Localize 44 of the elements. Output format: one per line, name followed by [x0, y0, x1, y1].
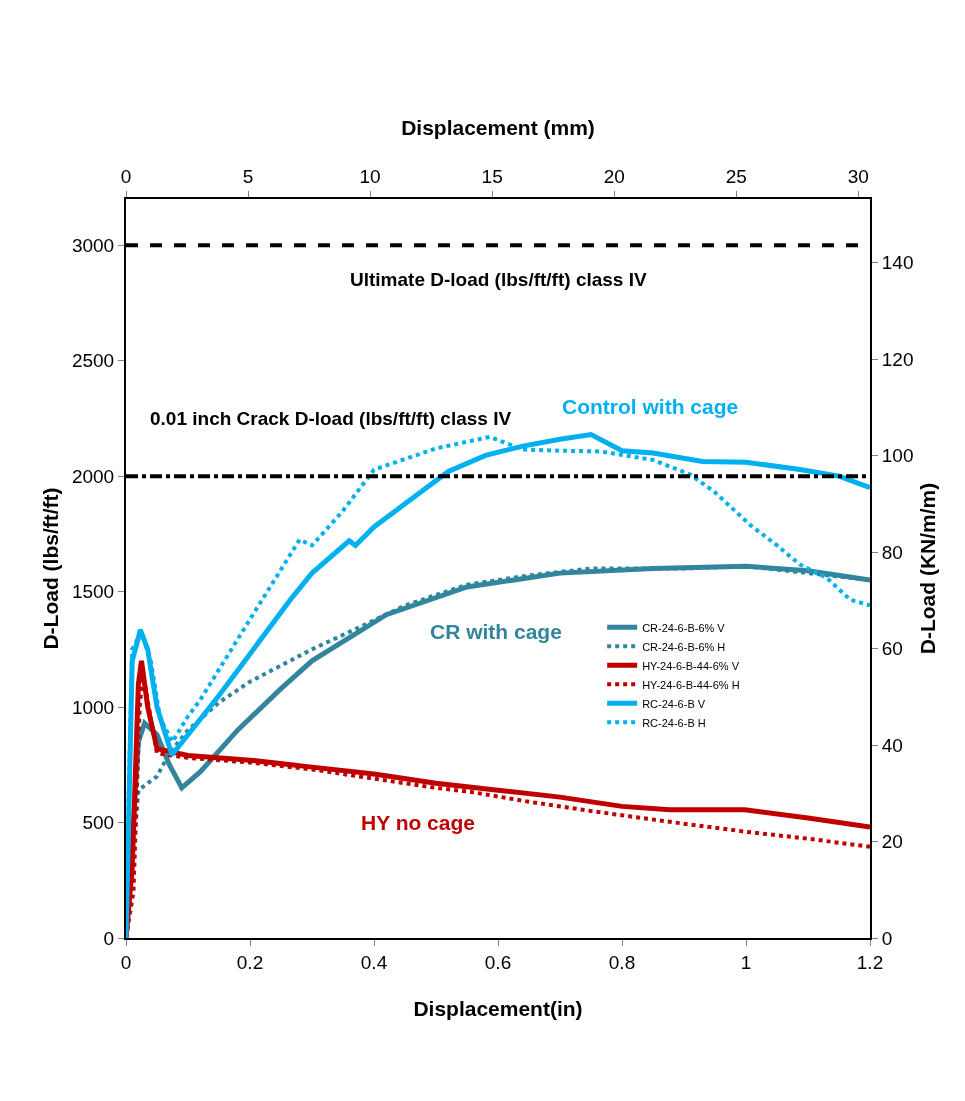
legend-label: HY-24-6-B-44-6% V — [642, 659, 740, 672]
y-axis-title: D-Load (lbs/ft/ft) — [38, 487, 62, 650]
y-tick-label: 1000 — [71, 696, 115, 718]
x-tick-label: 0.6 — [484, 951, 512, 973]
y-tick-label: 3000 — [71, 234, 115, 256]
legend-label: RC-24-6-B H — [642, 716, 706, 729]
y-tick-label: 0 — [103, 927, 115, 949]
x-axis-title: Displacement(in) — [413, 997, 583, 1021]
y2-tick-label: 20 — [881, 831, 903, 853]
x2-tick-label: 30 — [847, 166, 869, 188]
x-tick-label: 0.8 — [608, 951, 636, 973]
y2-tick-label: 60 — [881, 638, 903, 660]
ref-line-label: 0.01 inch Crack D-load (lbs/ft/ft) class IV — [150, 408, 512, 429]
ref-line-label: Ultimate D-load (lbs/ft/ft) class IV — [350, 269, 647, 290]
y2-tick-label: 80 — [881, 541, 903, 563]
legend-label: HY-24-6-B-44-6% H — [642, 678, 740, 691]
y2-tick-label: 0 — [881, 927, 893, 949]
x2-tick-label: 20 — [603, 166, 625, 188]
annotation: HY no cage — [361, 811, 475, 834]
annotation: CR with cage — [430, 620, 562, 643]
x-tick-label: 1 — [740, 951, 752, 973]
x2-tick-label: 15 — [481, 166, 503, 188]
legend-label: CR-24-6-B-6% H — [642, 640, 726, 653]
annotation: Control with cage — [562, 395, 739, 418]
x2-tick-label: 10 — [359, 166, 381, 188]
x-tick-label: 0 — [120, 951, 132, 973]
y2-axis-title: D-Load (KN/m/m) — [916, 482, 940, 655]
legend-label: RC-24-6-B V — [642, 697, 706, 710]
x-tick-label: 0.4 — [360, 951, 388, 973]
x2-tick-label: 25 — [725, 166, 747, 188]
x-tick-label: 0.2 — [236, 951, 264, 973]
x2-tick-label: 5 — [242, 166, 254, 188]
y2-tick-label: 140 — [881, 252, 914, 274]
y2-tick-label: 40 — [881, 734, 903, 756]
x-tick-label: 1.2 — [856, 951, 884, 973]
x2-tick-label: 0 — [120, 166, 132, 188]
y-tick-label: 1500 — [71, 581, 115, 603]
y-tick-label: 2000 — [71, 465, 115, 487]
legend-label: CR-24-6-B-6% V — [642, 621, 726, 634]
y2-tick-label: 100 — [881, 445, 914, 467]
y-tick-label: 500 — [82, 812, 115, 834]
y2-tick-label: 120 — [881, 348, 914, 370]
x2-axis-title: Displacement (mm) — [401, 116, 595, 140]
y-tick-label: 2500 — [71, 350, 115, 372]
